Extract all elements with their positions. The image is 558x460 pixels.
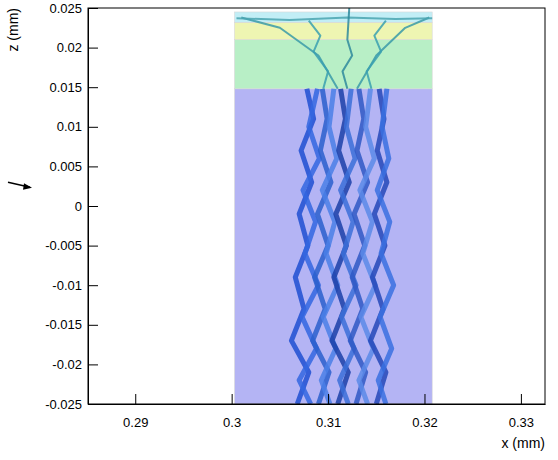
y-tick-mark bbox=[88, 87, 98, 88]
y-axis-title: z (mm) bbox=[5, 8, 21, 52]
x-tick-mark bbox=[232, 394, 233, 404]
y-tick-label: 0.02 bbox=[57, 40, 82, 55]
x-axis-title: x (mm) bbox=[501, 435, 545, 451]
x-tick-label: 0.29 bbox=[123, 415, 148, 430]
y-tick-mark bbox=[88, 48, 98, 49]
x-tick-mark bbox=[328, 394, 329, 404]
track bbox=[377, 89, 393, 404]
y-tick-label: 0.01 bbox=[57, 119, 82, 134]
chart: 0.290.30.310.320.33-0.025-0.02-0.015-0.0… bbox=[0, 0, 558, 460]
track bbox=[340, 89, 356, 404]
x-tick-label: 0.32 bbox=[412, 415, 437, 430]
y-tick: 0.01 bbox=[57, 119, 98, 134]
y-tick-mark bbox=[88, 206, 98, 207]
y-tick-mark bbox=[88, 364, 98, 365]
track bbox=[357, 18, 429, 89]
track bbox=[309, 21, 328, 89]
y-tick: 0 bbox=[75, 199, 98, 214]
y-tick-label: -0.02 bbox=[52, 357, 82, 372]
y-tick-label: -0.025 bbox=[45, 397, 82, 412]
x-tick: 0.32 bbox=[412, 394, 437, 430]
y-tick-mark bbox=[88, 8, 98, 9]
x-tick-label: 0.31 bbox=[316, 415, 341, 430]
y-tick-mark bbox=[88, 127, 98, 128]
y-tick-label: 0.005 bbox=[49, 159, 82, 174]
track bbox=[343, 8, 353, 89]
x-tick-label: 0.33 bbox=[509, 415, 534, 430]
plot-frame bbox=[88, 8, 545, 404]
y-tick-label: 0.025 bbox=[49, 1, 82, 16]
x-tick-mark bbox=[424, 394, 425, 404]
pointer-arrowhead bbox=[23, 183, 32, 190]
y-tick: 0.005 bbox=[49, 159, 98, 174]
track bbox=[367, 21, 386, 89]
y-tick: 0.025 bbox=[49, 1, 98, 16]
y-tick-label: -0.015 bbox=[45, 317, 82, 332]
plot-area bbox=[235, 8, 433, 404]
x-tick-mark bbox=[135, 394, 136, 404]
y-tick-mark bbox=[88, 285, 98, 286]
track bbox=[359, 89, 375, 404]
x-tick: 0.3 bbox=[223, 394, 241, 430]
y-tick-mark bbox=[88, 166, 98, 167]
x-tick-mark bbox=[521, 394, 522, 404]
y-tick: -0.005 bbox=[45, 238, 98, 253]
y-tick: -0.02 bbox=[52, 357, 98, 372]
x-tick-label: 0.3 bbox=[223, 415, 241, 430]
x-tick: 0.31 bbox=[316, 394, 341, 430]
x-axis-line bbox=[89, 404, 546, 405]
region bbox=[235, 89, 433, 404]
y-tick-mark bbox=[88, 246, 98, 247]
y-tick: -0.025 bbox=[45, 397, 98, 412]
x-axis: 0.29 0.3 0.31 0.32 0.33 bbox=[89, 394, 546, 430]
track bbox=[321, 89, 337, 404]
y-tick: -0.015 bbox=[45, 317, 98, 332]
y-axis: -0.025 -0.02 -0.015 -0.01 -0.005 0 0.005 0.01 0.… bbox=[45, 1, 98, 412]
track bbox=[236, 18, 432, 20]
x-tick: 0.33 bbox=[509, 394, 534, 430]
y-tick: 0.015 bbox=[49, 80, 98, 95]
y-tick: 0.02 bbox=[57, 40, 98, 55]
y-tick: -0.01 bbox=[52, 278, 98, 293]
y-tick-label: -0.005 bbox=[45, 238, 82, 253]
region bbox=[235, 12, 433, 22]
y-tick-mark bbox=[88, 325, 98, 326]
plot-background bbox=[88, 8, 545, 404]
y-tick-mark bbox=[88, 404, 98, 405]
track bbox=[241, 18, 337, 89]
y-tick-label: -0.01 bbox=[52, 278, 82, 293]
y-tick-label: 0 bbox=[75, 199, 82, 214]
x-tick: 0.29 bbox=[123, 394, 148, 430]
track bbox=[299, 89, 319, 404]
y-tick-label: 0.015 bbox=[49, 80, 82, 95]
